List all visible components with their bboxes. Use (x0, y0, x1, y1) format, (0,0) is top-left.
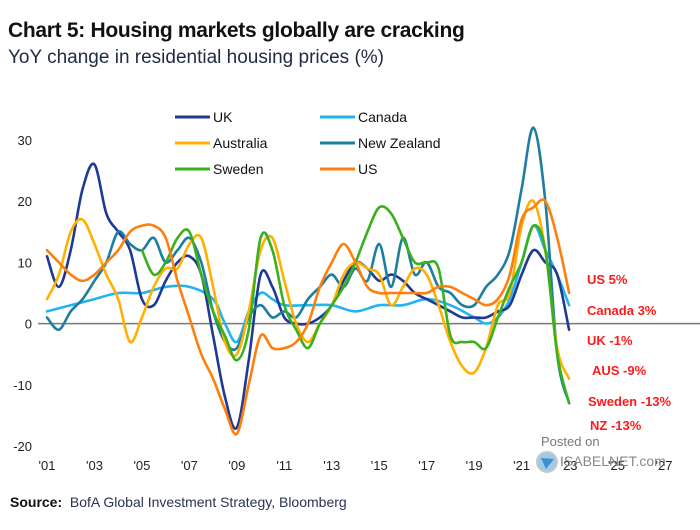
y-tick-label: 0 (25, 317, 32, 332)
x-tick-label: '01 (39, 458, 56, 473)
watermark: Posted on ISABELNET.com (536, 434, 666, 473)
end-annotations: US 5% Canada 3% UK -1% AUS -9% Sweden -13% NZ… (587, 272, 672, 433)
x-tick-label: '17 (418, 458, 435, 473)
annotation-sweden: Sweden -13% (588, 394, 672, 409)
y-tick-label: 30 (18, 133, 32, 148)
source-text: BofA Global Investment Strategy, Bloombe… (69, 494, 347, 510)
y-tick-label: -20 (13, 439, 32, 454)
x-tick-label: '23 (561, 458, 578, 473)
series-line-australia (45, 199, 571, 380)
source-label: Source: (10, 494, 63, 510)
chart-subtitle: YoY change in residential housing prices… (8, 47, 385, 68)
x-tick-label: '27 (656, 458, 673, 473)
x-axis: '01 '03 '05 '07 '09 '11 '13 '15 '17 '19 '21 '23 '25 '… (39, 458, 673, 473)
x-tick-label: '25 (608, 458, 625, 473)
x-tick-label: '07 (181, 458, 198, 473)
annotation-canada: Canada 3% (587, 303, 657, 318)
legend-label-sweden: Sweden (213, 161, 264, 177)
legend-label-australia: Australia (213, 135, 268, 151)
x-tick-label: '03 (86, 458, 103, 473)
x-tick-label: '09 (228, 458, 245, 473)
annotation-uk: UK -1% (587, 333, 633, 348)
annotation-new-zealand: NZ -13% (590, 418, 642, 433)
isabelnet-logo-mark (541, 458, 554, 469)
x-tick-label: '11 (276, 458, 292, 473)
annotation-australia: AUS -9% (592, 363, 647, 378)
y-tick-label: -10 (13, 378, 32, 393)
watermark-line2: ISABELNET.com (560, 453, 666, 469)
x-tick-label: '21 (513, 458, 530, 473)
source-note: Source: BofA Global Investment Strategy,… (10, 494, 347, 510)
y-tick-label: 20 (18, 194, 32, 209)
watermark-line1: Posted on (541, 434, 600, 449)
chart-title: Chart 5: Housing markets globally are cr… (8, 19, 465, 42)
y-tick-label: 10 (18, 255, 32, 270)
series-line-sweden (140, 204, 571, 405)
series-line-us (45, 198, 571, 436)
legend-label-uk: UK (213, 109, 233, 125)
x-tick-label: '05 (133, 458, 150, 473)
x-tick-label: '13 (323, 458, 340, 473)
x-tick-label: '19 (466, 458, 483, 473)
legend: UK Canada Australia New Zealand Sweden US (175, 109, 441, 177)
y-axis: 30 20 10 0 -10 -20 (13, 133, 32, 454)
series-lines (45, 126, 571, 436)
legend-label-new-zealand: New Zealand (358, 135, 441, 151)
legend-label-canada: Canada (358, 109, 407, 125)
annotation-us: US 5% (587, 272, 628, 287)
series-line-uk (45, 162, 571, 430)
series-line-new-zealand (45, 126, 571, 405)
legend-label-us: US (358, 161, 377, 177)
x-tick-label: '15 (371, 458, 388, 473)
